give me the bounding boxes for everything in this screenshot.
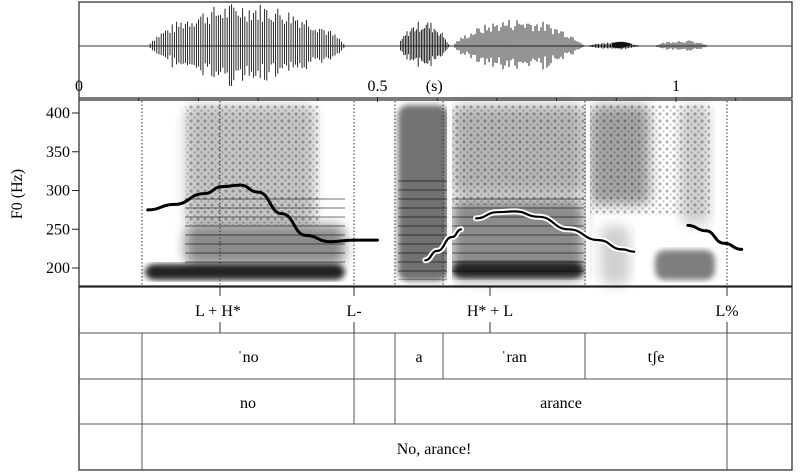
syllable-label: tʃe (648, 349, 665, 366)
y-tick-label: 300 (46, 183, 70, 200)
pitch-series (146, 183, 379, 244)
pitch-series (686, 223, 744, 251)
segment-boundaries (141, 101, 728, 285)
y-tick-label: 350 (46, 144, 70, 161)
y-axis: 400 350 300 250 200 (46, 105, 79, 277)
word-label: no (240, 395, 256, 412)
spectrogram-noise (452, 105, 584, 205)
spectrogram-panel: 400 350 300 250 200 F0 (Hz) (9, 99, 793, 287)
spectrogram-energy (600, 225, 630, 285)
annotation-tiers: L + H* L- H* + L L% ˈno a ˈran tʃe no ar… (78, 286, 793, 471)
y-axis-label: F0 (Hz) (9, 169, 26, 219)
syllable-label: ˈran (501, 349, 527, 366)
waveform-burst (656, 40, 708, 51)
spectrogram-gap (586, 101, 590, 285)
syllable-label: ˈno (237, 349, 258, 366)
spectrogram-frame (78, 99, 793, 287)
spectrogram-harmonics (398, 180, 448, 280)
time-tick-label: 1 (672, 78, 680, 95)
tone-label: L% (715, 303, 738, 320)
waveform-burst (149, 4, 345, 86)
y-tick-label: 250 (46, 221, 70, 238)
spectrogram-gap (447, 101, 452, 285)
time-tick-label: 0 (75, 78, 83, 95)
spectrogram-noise (185, 105, 320, 225)
y-tick-label: 400 (46, 105, 70, 122)
spectrogram-energy (145, 264, 345, 280)
waveform-burst (454, 19, 584, 70)
y-tick-label: 200 (46, 260, 70, 277)
waveform-frame (78, 1, 793, 99)
tone-label: L + H* (195, 303, 241, 320)
tone-tier-ticks (219, 287, 728, 333)
fricative-annotation: (s) (426, 78, 443, 95)
waveform-burst (612, 41, 632, 48)
waveform-panel: 0 0.5 1 (s) (75, 1, 793, 102)
waveform-signal (149, 4, 708, 86)
tone-label: H* + L (467, 303, 513, 320)
spectrogram-harmonics (452, 195, 584, 275)
pitch-series (474, 210, 636, 253)
pitch-track (146, 183, 744, 264)
spectrogram-image (145, 101, 715, 285)
spectrogram-noise (590, 105, 710, 215)
word-label: arance (540, 395, 582, 412)
spectrogram-energy (655, 250, 715, 280)
time-tick-label: 0.5 (368, 78, 388, 95)
tone-label: L- (346, 303, 361, 320)
syllable-label: a (415, 349, 422, 366)
waveform-burst (400, 21, 450, 67)
phrase-label: No, arance! (397, 441, 472, 458)
pitch-series (424, 228, 463, 262)
